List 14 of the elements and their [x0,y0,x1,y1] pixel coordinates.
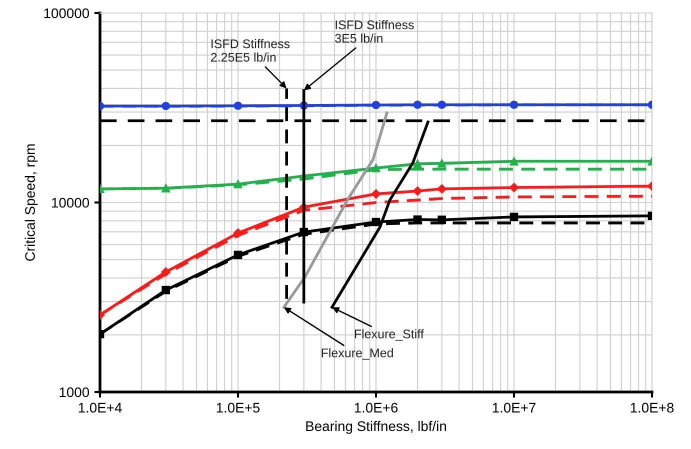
y-tick-label: 100000 [44,8,90,18]
x-tick-label: 1.0E+7 [492,402,536,413]
legend-label: Flexure_Stiff [354,329,424,341]
x-tick-label: 1.0E+4 [78,402,122,413]
x-tick-label: 1.0E+5 [216,402,260,413]
x-axis-title: Bearing Stiffness, lbf/in [306,420,446,434]
x-tick-label: 1.0E+6 [354,402,398,413]
y-tick-label: 10000 [52,198,90,208]
text: Flexure_Med [322,348,393,360]
text: ISFD Stiffness 2.25E5 lb/in [211,39,290,62]
text: ISFD Stiffness 3E5 lb/in [335,20,414,43]
y-axis-title: Critical Speed, rpm [24,144,38,261]
x-tick-label: 1.0E+8 [630,402,674,413]
y-tick-label: 1000 [60,387,90,398]
